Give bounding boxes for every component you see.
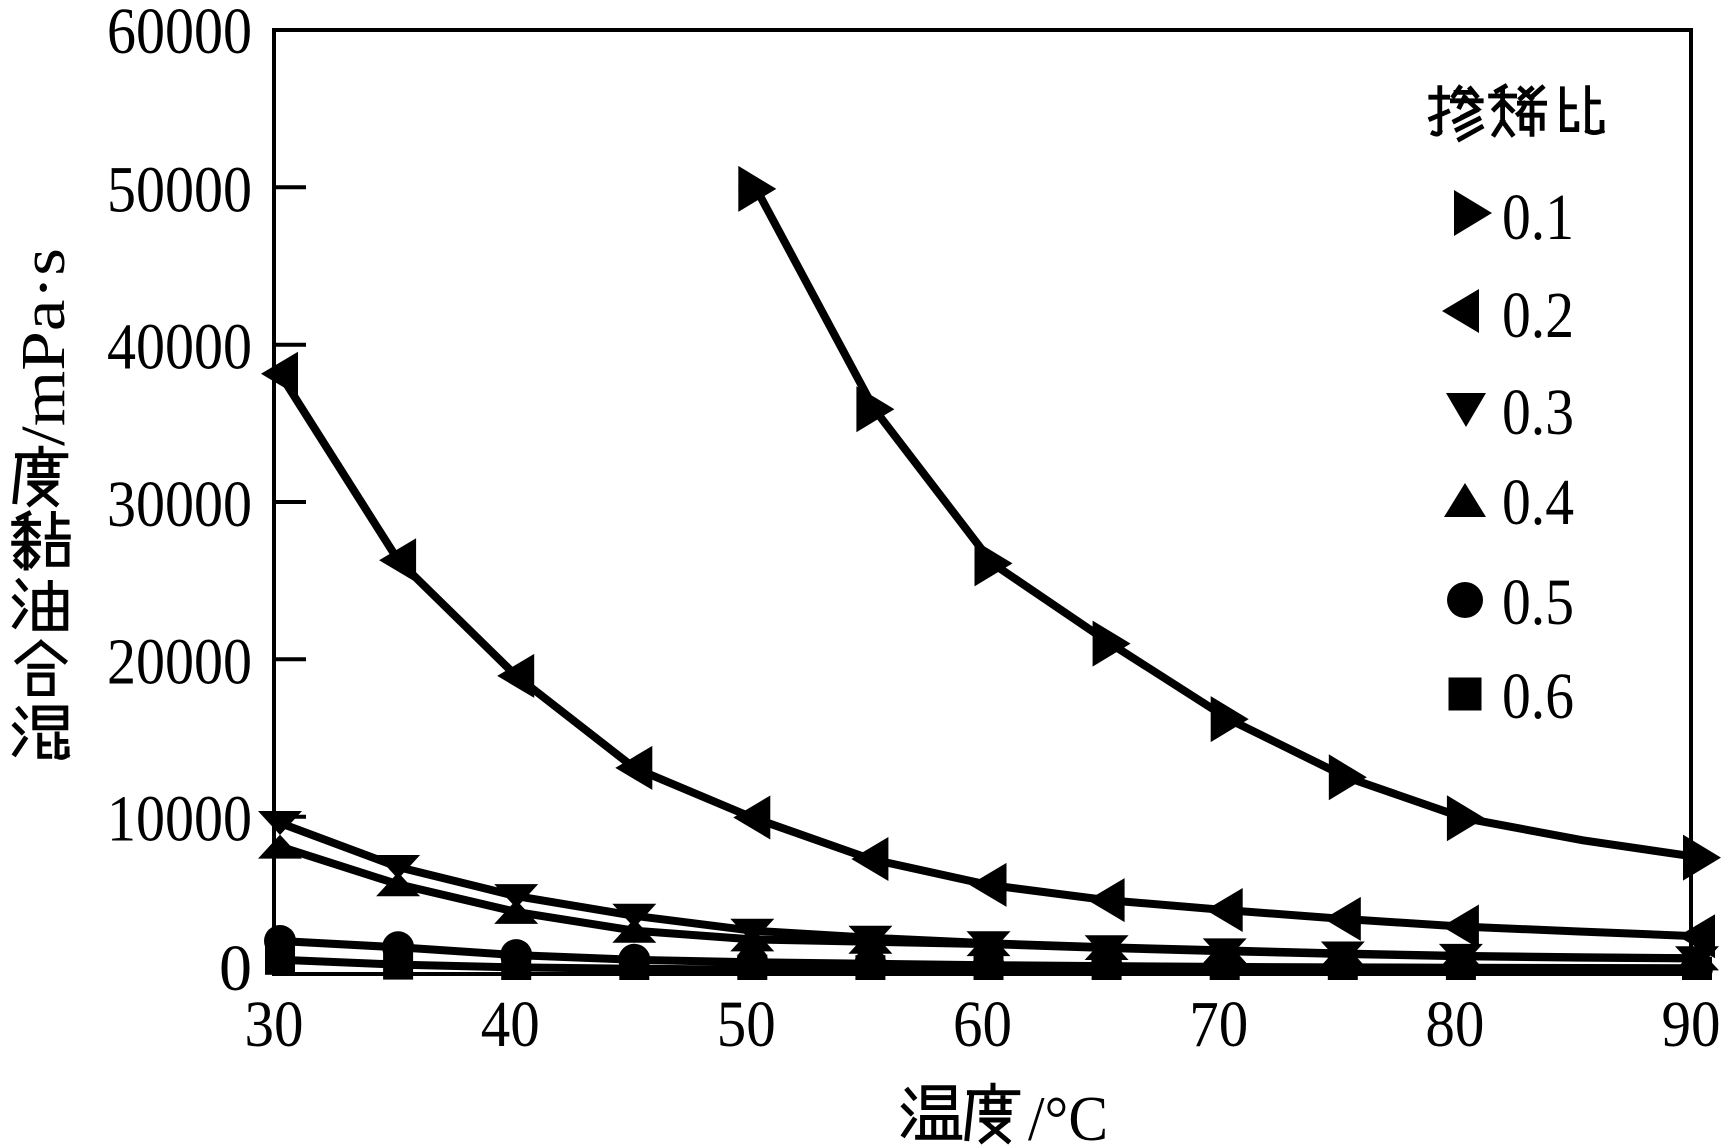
svg-text:10000: 10000 [107, 783, 252, 856]
svg-text:0.6: 0.6 [1502, 660, 1574, 733]
svg-text:20000: 20000 [107, 625, 252, 698]
svg-text:30000: 30000 [107, 468, 252, 541]
svg-text:0: 0 [219, 932, 252, 1005]
svg-text:0.2: 0.2 [1502, 279, 1574, 352]
svg-text:50000: 50000 [107, 153, 252, 226]
svg-text:50: 50 [717, 988, 776, 1061]
svg-text:30: 30 [245, 988, 304, 1061]
svg-text:/mPa·s: /mPa·s [10, 248, 78, 446]
svg-text:60000: 60000 [107, 0, 252, 68]
svg-text:/°C: /°C [1028, 1083, 1108, 1148]
svg-text:0.5: 0.5 [1502, 566, 1574, 639]
svg-text:0.1: 0.1 [1502, 181, 1574, 254]
svg-text:40: 40 [481, 988, 540, 1061]
svg-text:70: 70 [1189, 988, 1248, 1061]
svg-text:80: 80 [1425, 988, 1484, 1061]
svg-text:0.3: 0.3 [1502, 376, 1574, 449]
svg-text:0.4: 0.4 [1502, 466, 1574, 539]
svg-text:90: 90 [1662, 988, 1721, 1061]
svg-text:40000: 40000 [107, 311, 252, 384]
svg-text:60: 60 [953, 988, 1012, 1061]
